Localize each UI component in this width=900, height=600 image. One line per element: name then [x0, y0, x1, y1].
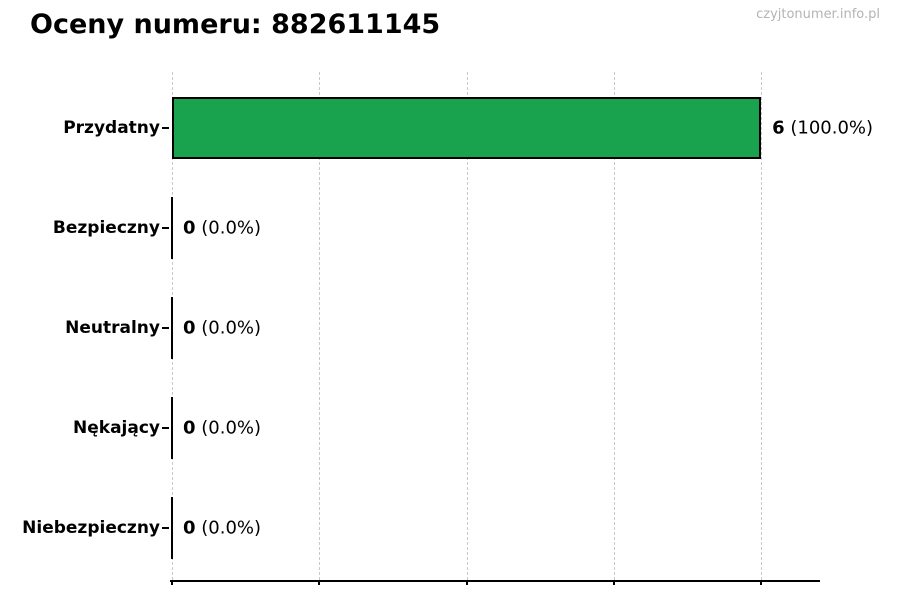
category-label: Niebezpieczny — [22, 518, 160, 538]
category-label: Nękający — [73, 418, 160, 438]
watermark-link[interactable]: czyjtonumer.info.pl — [756, 7, 880, 22]
x-axis — [170, 580, 820, 582]
category-label: Neutralny — [65, 318, 160, 338]
value-count: 0 — [183, 517, 196, 539]
bar — [172, 97, 762, 159]
category-label: Bezpieczny — [52, 218, 160, 238]
x-gridline — [319, 72, 321, 580]
category-label: Przydatny — [63, 118, 160, 138]
value-percent: (0.0%) — [201, 217, 262, 239]
value-percent: (0.0%) — [201, 517, 262, 539]
y-axis-tick — [162, 127, 169, 129]
zero-bar — [171, 397, 173, 459]
y-axis-tick — [162, 227, 169, 229]
x-axis-tick — [171, 580, 173, 585]
value-count: 6 — [772, 117, 785, 139]
value-percent: (100.0%) — [790, 117, 874, 139]
chart-title: Oceny numeru: 882611145 — [30, 9, 441, 40]
value-percent: (0.0%) — [201, 417, 262, 439]
value-label: 0 (0.0%) — [183, 218, 261, 239]
y-axis-tick — [162, 527, 169, 529]
x-axis-tick — [612, 580, 615, 585]
x-axis-tick — [318, 580, 321, 585]
value-percent: (0.0%) — [201, 317, 262, 339]
value-label: 0 (0.0%) — [183, 418, 261, 439]
x-axis-tick — [760, 580, 763, 585]
zero-bar — [171, 497, 173, 559]
value-count: 0 — [183, 417, 196, 439]
x-gridline — [613, 72, 615, 580]
value-label: 0 (0.0%) — [183, 318, 261, 339]
x-axis-tick — [465, 580, 468, 585]
value-label: 0 (0.0%) — [183, 518, 261, 539]
value-count: 0 — [183, 217, 196, 239]
y-axis-tick — [162, 427, 169, 429]
zero-bar — [171, 197, 173, 259]
value-count: 0 — [183, 317, 196, 339]
value-label: 6 (100.0%) — [772, 118, 873, 139]
x-gridline — [761, 72, 763, 580]
x-gridline — [466, 72, 468, 580]
y-axis-tick — [162, 327, 169, 329]
zero-bar — [171, 297, 173, 359]
